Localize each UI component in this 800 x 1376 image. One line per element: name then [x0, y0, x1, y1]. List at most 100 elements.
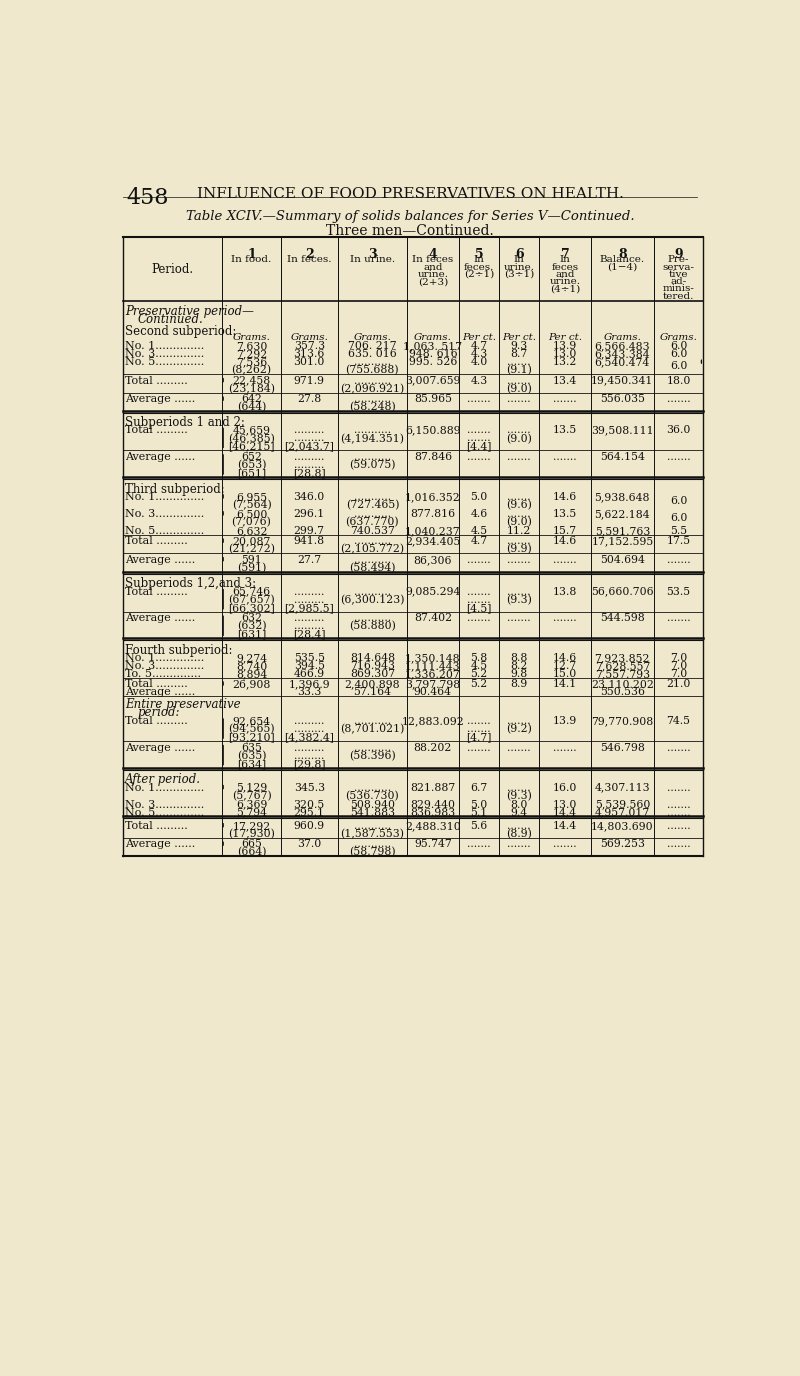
Text: .......: .......	[507, 614, 531, 623]
Text: 5.0: 5.0	[470, 493, 488, 502]
Text: .........: .........	[294, 724, 325, 735]
Text: minis-: minis-	[662, 285, 694, 293]
Text: [66,302]: [66,302]	[228, 603, 275, 612]
Text: 17,292: 17,292	[232, 820, 270, 831]
Text: (4,194.351): (4,194.351)	[341, 433, 405, 444]
Text: (58.880): (58.880)	[349, 622, 396, 632]
Text: .......: .......	[507, 493, 531, 502]
Text: (1,587.553): (1,587.553)	[341, 828, 405, 839]
Text: 357.3: 357.3	[294, 341, 325, 351]
Text: 1,336.207: 1,336.207	[405, 670, 461, 680]
Text: Grams.: Grams.	[659, 333, 698, 343]
Text: Per ct.: Per ct.	[502, 333, 536, 343]
Text: 11.2: 11.2	[507, 526, 531, 535]
Text: .......: .......	[507, 820, 531, 831]
Text: .......: .......	[666, 614, 690, 623]
Text: 458: 458	[126, 187, 169, 209]
Text: 92,654: 92,654	[233, 716, 270, 727]
Text: 665: 665	[241, 839, 262, 849]
Text: (58.248): (58.248)	[349, 402, 396, 413]
Text: 7,557.793: 7,557.793	[594, 670, 650, 680]
Text: .......: .......	[666, 743, 690, 753]
Text: [631]: [631]	[237, 629, 266, 640]
Text: 36.0: 36.0	[666, 425, 690, 435]
Text: .......: .......	[507, 783, 531, 793]
Text: .......: .......	[666, 394, 690, 405]
Text: 6.0: 6.0	[670, 513, 687, 523]
Text: 8.0: 8.0	[510, 799, 528, 809]
Text: (7,564): (7,564)	[232, 499, 271, 510]
Text: ...........: ...........	[354, 493, 391, 502]
Text: In feces: In feces	[412, 255, 454, 264]
Text: 12,883.092: 12,883.092	[402, 716, 464, 727]
Text: Average ......: Average ......	[125, 743, 195, 753]
Text: (6,300.123): (6,300.123)	[340, 594, 405, 605]
Text: 301.0: 301.0	[294, 358, 325, 367]
Text: .......: .......	[666, 839, 690, 849]
Text: Preservative period—: Preservative period—	[125, 305, 254, 318]
Text: 7.0: 7.0	[670, 670, 687, 680]
Text: .........: .........	[294, 594, 325, 605]
Text: ...........: ...........	[354, 614, 391, 623]
Text: (58.494): (58.494)	[349, 563, 396, 574]
Text: 8,740: 8,740	[236, 662, 267, 671]
Text: 541.883: 541.883	[350, 808, 395, 817]
Text: 1,396.9: 1,396.9	[289, 680, 330, 689]
Text: 5.1: 5.1	[470, 808, 488, 817]
Text: 4,307.113: 4,307.113	[594, 783, 650, 793]
Text: 4: 4	[429, 248, 438, 260]
Text: (7,076): (7,076)	[231, 517, 271, 527]
Text: .......: .......	[553, 555, 577, 564]
Text: 3: 3	[368, 248, 377, 260]
Text: (67,657): (67,657)	[228, 594, 275, 605]
Text: No. 5..............: No. 5..............	[125, 808, 204, 817]
Text: 869.307: 869.307	[350, 670, 395, 680]
Text: ...........: ...........	[354, 509, 391, 519]
Text: 1,350.148: 1,350.148	[405, 654, 461, 663]
Text: Total .........: Total .........	[125, 376, 187, 385]
Text: .......: .......	[666, 808, 690, 817]
Text: (2+3): (2+3)	[418, 277, 448, 286]
Text: 814.648: 814.648	[350, 654, 395, 663]
Text: Total .........: Total .........	[125, 537, 187, 546]
Text: 95.747: 95.747	[414, 839, 452, 849]
Text: Second subperiod:: Second subperiod:	[125, 325, 236, 337]
Text: [2,985.5]: [2,985.5]	[284, 603, 334, 612]
Text: No. 5..............: No. 5..............	[125, 358, 204, 367]
Text: (2,096.921): (2,096.921)	[340, 384, 405, 394]
Text: 13.9: 13.9	[553, 341, 577, 351]
Text: 14.6: 14.6	[553, 493, 577, 502]
Text: 65,746: 65,746	[233, 586, 270, 597]
Text: 85.965: 85.965	[414, 394, 452, 405]
Text: 877.816: 877.816	[410, 509, 455, 519]
Text: 1,016.352: 1,016.352	[405, 493, 461, 502]
Text: 1: 1	[247, 248, 256, 260]
Text: Fourth subperiod:: Fourth subperiod:	[125, 644, 232, 658]
Text: 635: 635	[241, 743, 262, 753]
Text: 971.9: 971.9	[294, 376, 325, 385]
Text: 13.0: 13.0	[553, 350, 577, 359]
Text: In food.: In food.	[231, 255, 272, 264]
Text: .......: .......	[507, 425, 531, 435]
Text: Continued.: Continued.	[138, 312, 203, 326]
Text: 2,400.898: 2,400.898	[345, 680, 400, 689]
Text: 26,908: 26,908	[232, 680, 270, 689]
Text: 740.537: 740.537	[350, 526, 395, 535]
Text: 90.464: 90.464	[414, 687, 452, 698]
Text: (4÷1): (4÷1)	[550, 285, 580, 293]
Text: 4.3: 4.3	[470, 376, 488, 385]
Text: Third subperiod:: Third subperiod:	[125, 483, 225, 495]
Text: No. 3..............: No. 3..............	[125, 662, 204, 671]
Text: .......: .......	[467, 743, 490, 753]
Text: 4.7: 4.7	[470, 537, 487, 546]
Text: Three men—Continued.: Three men—Continued.	[326, 224, 494, 238]
Text: Balance.: Balance.	[600, 255, 645, 264]
Text: 56,660.706: 56,660.706	[591, 586, 654, 597]
Text: .......: .......	[467, 394, 490, 405]
Text: (8,701.021): (8,701.021)	[340, 724, 405, 735]
Text: .........: .........	[294, 586, 325, 597]
Text: 642: 642	[241, 394, 262, 405]
Text: [651]: [651]	[237, 468, 266, 477]
Text: 829.440: 829.440	[410, 799, 455, 809]
Text: 19,450.341: 19,450.341	[591, 376, 654, 385]
